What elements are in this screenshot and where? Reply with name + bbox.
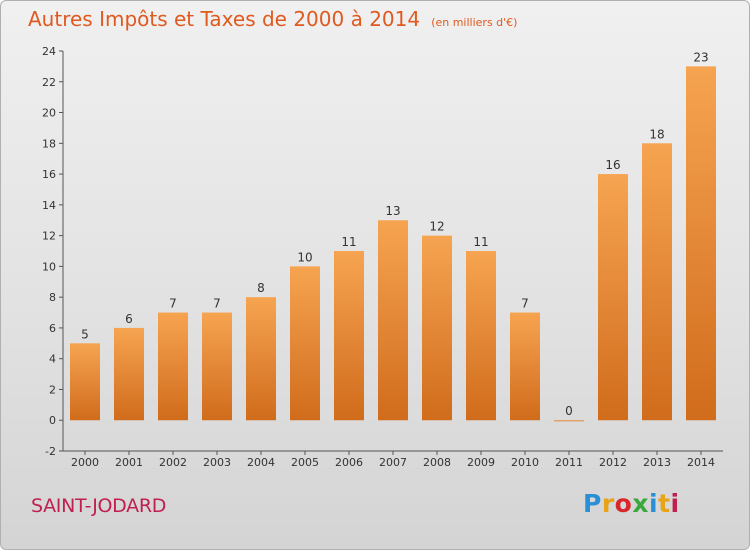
- bar-value-label: 7: [521, 297, 529, 311]
- bar-value-label: 13: [385, 204, 400, 218]
- bar: [290, 266, 320, 421]
- x-tick-label: 2002: [159, 456, 187, 469]
- bar-value-label: 7: [213, 297, 221, 311]
- x-tick-label: 2010: [511, 456, 539, 469]
- bar-value-label: 0: [565, 404, 573, 418]
- bar-value-label: 12: [429, 220, 444, 234]
- bar: [686, 66, 716, 421]
- bar-value-label: 7: [169, 297, 177, 311]
- y-tick-label: 4: [49, 353, 56, 366]
- x-tick-label: 2004: [247, 456, 275, 469]
- bar: [466, 251, 496, 421]
- x-tick-label: 2014: [687, 456, 715, 469]
- bar: [158, 312, 188, 421]
- chart-subtitle: (en milliers d'€): [431, 16, 518, 29]
- chart-title-row: Autres Impôts et Taxes de 2000 à 2014 (e…: [28, 7, 517, 31]
- logo-letter: i: [670, 489, 680, 518]
- x-tick-label: 2006: [335, 456, 363, 469]
- x-tick-label: 2005: [291, 456, 319, 469]
- y-tick-label: -2: [45, 445, 56, 458]
- logo-letter: x: [632, 489, 649, 518]
- bar-value-label: 10: [297, 250, 312, 264]
- y-tick-label: 20: [42, 107, 56, 120]
- y-tick-label: 10: [42, 260, 56, 273]
- proxiti-logo: Proxiti: [583, 489, 680, 518]
- bar: [378, 220, 408, 421]
- logo-letter: r: [601, 489, 615, 518]
- bar-value-label: 6: [125, 312, 133, 326]
- chart-labels: 5 2000 6 2001 7 2002 7 2003 8 2004 10 2005 11 2006 13 2…: [71, 50, 715, 469]
- bar-value-label: 11: [473, 235, 488, 249]
- bar-value-label: 23: [693, 50, 708, 64]
- x-tick-label: 2008: [423, 456, 451, 469]
- bar-value-label: 5: [81, 327, 89, 341]
- bar: [70, 343, 100, 421]
- logo-letter: i: [649, 489, 659, 518]
- bar: [598, 174, 628, 421]
- x-tick-label: 2013: [643, 456, 671, 469]
- bar-value-label: 8: [257, 281, 265, 295]
- x-tick-label: 2001: [115, 456, 143, 469]
- bar: [202, 312, 232, 421]
- y-tick-label: 24: [42, 45, 56, 58]
- bar: [246, 297, 276, 421]
- logo-letter: t: [658, 489, 671, 518]
- y-tick-label: 14: [42, 199, 56, 212]
- y-tick-label: 2: [49, 383, 56, 396]
- logo-letter: P: [583, 489, 602, 518]
- y-tick-label: 0: [49, 414, 56, 427]
- bar: [510, 312, 540, 421]
- x-tick-label: 2003: [203, 456, 231, 469]
- bar-value-label: 18: [649, 127, 664, 141]
- y-tick-label: 18: [42, 137, 56, 150]
- x-tick-label: 2012: [599, 456, 627, 469]
- y-tick-label: 8: [49, 291, 56, 304]
- bar-value-label: 11: [341, 235, 356, 249]
- y-tick-label: 12: [42, 230, 56, 243]
- commune-name: SAINT-JODARD: [31, 495, 167, 517]
- logo-letter: o: [614, 489, 633, 518]
- bar-value-label: 16: [605, 158, 620, 172]
- x-tick-label: 2007: [379, 456, 407, 469]
- chart-bars: [70, 66, 716, 422]
- bar: [554, 420, 584, 422]
- y-tick-label: 6: [49, 322, 56, 335]
- x-tick-label: 2000: [71, 456, 99, 469]
- x-tick-label: 2011: [555, 456, 583, 469]
- bar: [642, 143, 672, 421]
- bar: [334, 251, 364, 421]
- bar: [422, 235, 452, 421]
- x-tick-label: 2009: [467, 456, 495, 469]
- chart-title: Autres Impôts et Taxes de 2000 à 2014: [28, 7, 421, 31]
- y-tick-label: 16: [42, 168, 56, 181]
- bar: [114, 327, 144, 421]
- y-tick-label: 22: [42, 76, 56, 89]
